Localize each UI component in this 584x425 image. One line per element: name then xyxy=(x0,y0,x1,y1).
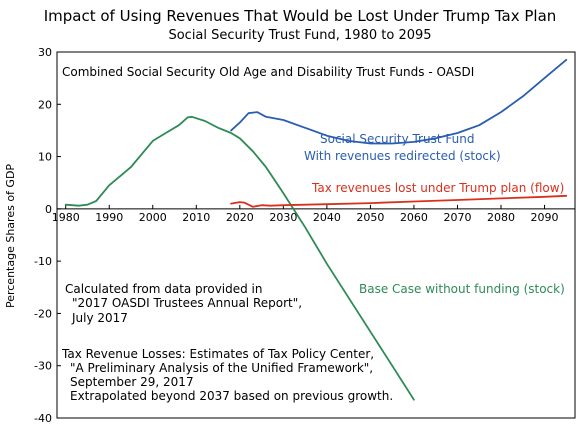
x-tick-label: 2040 xyxy=(313,211,341,224)
note-source-2: "2017 OASDI Trustees Annual Report", xyxy=(72,296,302,310)
y-tick-label: 30 xyxy=(38,46,52,59)
y-tick-label: 20 xyxy=(38,98,52,111)
chart-subtitle: Social Security Trust Fund, 1980 to 2095 xyxy=(168,28,431,43)
note-source-1: Calculated from data provided in xyxy=(65,282,263,296)
x-tick-label: 2050 xyxy=(356,211,384,224)
annotation-redirected-2: With revenues redirected (stock) xyxy=(304,149,501,163)
note-tax-1: Tax Revenue Losses: Estimates of Tax Pol… xyxy=(61,347,374,361)
series-line-tax-loss xyxy=(230,194,568,208)
note-tax-2: "A Preliminary Analysis of the Unified F… xyxy=(70,361,373,375)
y-tick-label: -40 xyxy=(34,412,52,425)
chart-title: Impact of Using Revenues That Would be L… xyxy=(44,7,557,25)
annotation-base-case: Base Case without funding (stock) xyxy=(359,282,565,296)
y-axis-label: Percentage Shares of GDP xyxy=(4,164,17,308)
note-source-3: July 2017 xyxy=(71,311,128,325)
x-tick-label: 2030 xyxy=(269,211,297,224)
y-tick-label: 10 xyxy=(38,151,52,164)
x-tick-label: 2060 xyxy=(400,211,428,224)
y-tick-label: -30 xyxy=(34,360,52,373)
series-line-redirected xyxy=(230,58,568,145)
y-tick-label: -10 xyxy=(34,255,52,268)
plot-frame xyxy=(56,51,576,419)
note-tax-4: Extrapolated beyond 2037 based on previo… xyxy=(70,389,393,403)
x-tick-label: 2010 xyxy=(182,211,210,224)
x-tick-label: 2020 xyxy=(226,211,254,224)
x-tick-label: 2090 xyxy=(531,211,559,224)
x-tick-label: 2000 xyxy=(139,211,167,224)
note-tax-3: September 29, 2017 xyxy=(70,375,194,389)
x-tick-label: 1980 xyxy=(52,211,80,224)
series-line-base-case xyxy=(64,115,415,401)
y-tick-label: 0 xyxy=(45,203,52,216)
annotation-redirected-1: Social Security Trust Fund xyxy=(320,132,474,146)
x-tick-label: 1990 xyxy=(95,211,123,224)
x-tick-label: 2070 xyxy=(443,211,471,224)
annotation-oasdi: Combined Social Security Old Age and Dis… xyxy=(62,65,474,79)
x-tick-label: 2080 xyxy=(487,211,515,224)
annotation-tax-loss: Tax revenues lost under Trump plan (flow… xyxy=(311,181,564,195)
y-tick-label: -20 xyxy=(34,307,52,320)
